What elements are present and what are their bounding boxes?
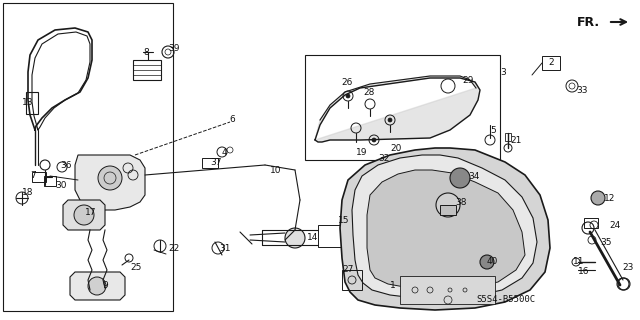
Bar [26, 92, 38, 114]
Text: 21: 21 [510, 135, 522, 145]
Circle shape [450, 168, 470, 188]
Circle shape [74, 205, 94, 225]
Circle shape [480, 255, 494, 269]
Polygon shape [315, 76, 480, 142]
Text: 23: 23 [622, 263, 634, 273]
Bar [542, 56, 560, 70]
Polygon shape [75, 155, 145, 210]
Text: 18: 18 [22, 188, 33, 196]
Bar [3, 3, 173, 311]
Text: 36: 36 [60, 161, 72, 170]
Circle shape [591, 191, 605, 205]
Polygon shape [440, 205, 456, 215]
Bar [305, 55, 500, 160]
Circle shape [98, 166, 122, 190]
Bar [584, 218, 598, 228]
Circle shape [285, 228, 305, 248]
Circle shape [88, 277, 106, 295]
Text: 30: 30 [55, 180, 67, 189]
Text: 17: 17 [85, 207, 97, 217]
Text: S5S4-B5500C: S5S4-B5500C [476, 295, 535, 305]
Text: 6: 6 [229, 115, 235, 124]
Text: 32: 32 [378, 154, 389, 163]
Bar [342, 270, 362, 290]
Text: 1: 1 [390, 281, 396, 290]
Bar [202, 158, 218, 168]
Bar [32, 172, 46, 182]
Bar [44, 176, 56, 186]
Text: 19: 19 [356, 148, 367, 156]
Text: 13: 13 [22, 98, 33, 107]
Text: 34: 34 [468, 172, 479, 180]
Text: 20: 20 [390, 143, 401, 153]
Text: 4: 4 [222, 148, 228, 156]
Bar [505, 133, 511, 141]
Text: 39: 39 [168, 44, 179, 52]
Text: 3: 3 [500, 68, 506, 76]
Polygon shape [352, 155, 537, 298]
Polygon shape [70, 272, 125, 300]
Text: 27: 27 [342, 266, 353, 275]
Text: 33: 33 [576, 85, 588, 94]
Text: 16: 16 [578, 268, 589, 276]
Bar [133, 60, 161, 80]
Text: 37: 37 [210, 157, 221, 166]
Text: 9: 9 [102, 281, 108, 290]
Text: FR.: FR. [577, 15, 600, 28]
Text: 31: 31 [219, 244, 230, 252]
Text: 12: 12 [604, 194, 616, 203]
Polygon shape [340, 148, 550, 310]
Circle shape [388, 118, 392, 122]
Text: 25: 25 [130, 263, 141, 273]
Bar [80, 285, 92, 295]
Text: 15: 15 [338, 215, 349, 225]
Polygon shape [367, 170, 525, 289]
Text: 8: 8 [143, 47, 148, 57]
Circle shape [436, 193, 460, 217]
Text: 29: 29 [462, 76, 474, 84]
Text: 26: 26 [341, 77, 353, 86]
Bar [318, 225, 346, 247]
Text: 14: 14 [307, 233, 318, 242]
Text: 24: 24 [609, 220, 620, 229]
Text: 10: 10 [270, 165, 282, 174]
Text: 35: 35 [600, 237, 611, 246]
Text: 22: 22 [168, 244, 179, 252]
Text: 2: 2 [548, 58, 554, 67]
Text: 5: 5 [490, 125, 496, 134]
Circle shape [372, 138, 376, 142]
Text: 38: 38 [455, 197, 467, 206]
Circle shape [346, 94, 350, 98]
Text: 11: 11 [573, 258, 584, 267]
Text: 40: 40 [487, 258, 499, 267]
Polygon shape [63, 200, 105, 230]
Text: 28: 28 [363, 87, 374, 97]
Bar [400, 276, 495, 304]
Text: 7: 7 [30, 171, 36, 180]
